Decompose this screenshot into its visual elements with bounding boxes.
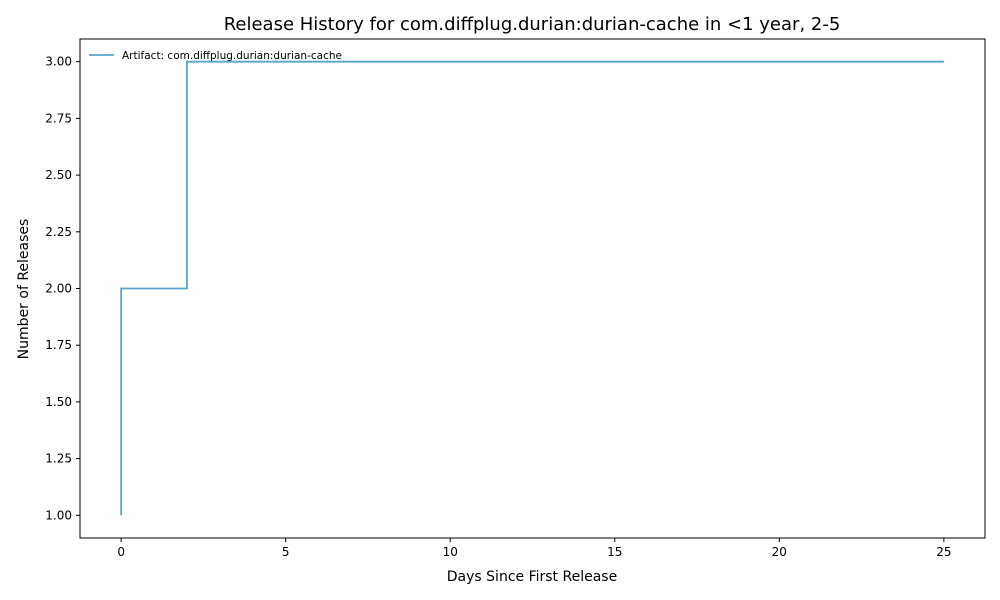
x-tick-label: 15 xyxy=(607,545,622,559)
series-line xyxy=(120,60,944,516)
legend: Artifact: com.diffplug.durian:durian-cac… xyxy=(89,50,342,62)
x-tick-label: 0 xyxy=(117,545,125,559)
y-tick-label: 1.75 xyxy=(45,338,72,352)
y-tick-label: 1.25 xyxy=(45,452,72,466)
y-tick-label: 2.00 xyxy=(45,282,72,296)
x-tick-label: 25 xyxy=(936,545,951,559)
y-tick-label: 1.00 xyxy=(45,508,72,522)
y-tick-label: 1.50 xyxy=(45,395,72,409)
series-layer xyxy=(120,60,944,516)
y-tick-label: 2.50 xyxy=(45,168,72,182)
y-tick-label: 3.00 xyxy=(45,55,72,69)
legend-label: Artifact: com.diffplug.durian:durian-cac… xyxy=(122,50,342,62)
y-tick-label: 2.75 xyxy=(45,111,72,125)
y-tick-label: 2.25 xyxy=(45,225,72,239)
x-tick-label: 10 xyxy=(443,545,458,559)
x-axis-title: Days Since First Release xyxy=(447,569,617,585)
x-tick-label: 20 xyxy=(772,545,787,559)
y-axis-title: Number of Releases xyxy=(16,219,32,360)
y-axis-ticks: 1.00 1.25 1.50 1.75 2.00 2.25 2.50 2.75 3.00 xyxy=(45,55,80,522)
x-tick-label: 5 xyxy=(282,545,290,559)
plot-area: 0 5 10 15 20 25 1.00 1.25 1.50 1.75 2.00 2.25 2.50 2… xyxy=(45,38,986,559)
plot-frame xyxy=(79,38,986,539)
x-axis-ticks: 0 5 10 15 20 25 xyxy=(117,538,952,559)
chart-title: Release History for com.diffplug.durian:… xyxy=(224,14,841,35)
